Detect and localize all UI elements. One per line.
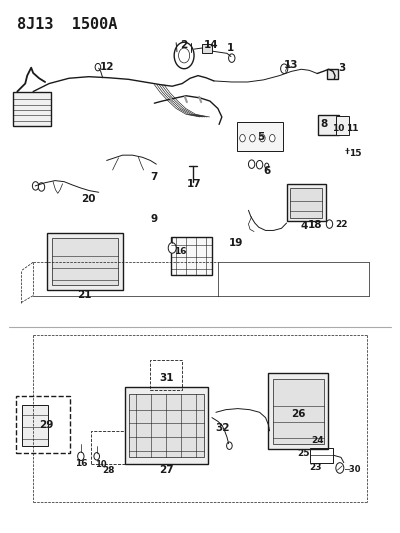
Bar: [290, 188, 322, 217]
Text: 27: 27: [159, 465, 174, 475]
Bar: [236, 122, 284, 151]
Text: 11: 11: [346, 124, 359, 133]
Text: 10: 10: [332, 124, 344, 133]
Circle shape: [270, 134, 275, 142]
Text: 22: 22: [335, 220, 348, 229]
Bar: [47, 233, 122, 290]
Text: 3: 3: [338, 63, 346, 73]
Circle shape: [78, 452, 84, 461]
Text: 2: 2: [180, 40, 187, 50]
Circle shape: [174, 42, 194, 69]
Text: 19: 19: [229, 238, 243, 248]
Circle shape: [336, 463, 344, 473]
Text: 21: 21: [78, 289, 92, 300]
Bar: [150, 360, 182, 390]
Bar: [336, 116, 349, 135]
Text: ─30: ─30: [344, 465, 360, 473]
Bar: [124, 387, 208, 464]
Text: 7: 7: [150, 172, 157, 182]
Bar: [129, 394, 204, 457]
Circle shape: [168, 243, 176, 253]
Text: 14: 14: [204, 40, 218, 50]
Bar: [318, 115, 339, 135]
Text: 26: 26: [291, 409, 306, 419]
Circle shape: [240, 134, 245, 142]
Text: 16: 16: [74, 459, 87, 469]
Circle shape: [94, 453, 100, 460]
Bar: [268, 373, 328, 449]
Bar: [172, 237, 212, 275]
Text: 18: 18: [308, 220, 322, 230]
Text: 8J13  1500A: 8J13 1500A: [17, 17, 118, 33]
Text: 17: 17: [187, 179, 201, 189]
Text: 25: 25: [297, 449, 310, 458]
Bar: [310, 448, 334, 463]
Text: 28: 28: [102, 466, 114, 474]
Circle shape: [32, 182, 39, 190]
Circle shape: [95, 63, 101, 71]
Bar: [13, 92, 51, 126]
Text: 32: 32: [216, 423, 230, 433]
Text: 31: 31: [159, 373, 174, 383]
Bar: [91, 431, 126, 464]
Circle shape: [229, 54, 235, 62]
Circle shape: [260, 134, 265, 142]
Text: 5: 5: [257, 132, 264, 142]
Bar: [273, 379, 324, 444]
Bar: [286, 184, 326, 221]
Text: 1: 1: [226, 43, 234, 53]
Circle shape: [326, 220, 333, 228]
Circle shape: [250, 134, 255, 142]
Text: 12: 12: [100, 62, 115, 72]
Text: 20: 20: [82, 193, 96, 204]
Text: 29: 29: [39, 419, 53, 430]
Circle shape: [38, 183, 45, 191]
Bar: [202, 44, 212, 53]
Bar: [52, 238, 118, 285]
Bar: [22, 406, 48, 446]
Text: 16: 16: [174, 247, 187, 256]
Bar: [327, 69, 338, 79]
Text: 8: 8: [320, 119, 328, 130]
Text: 23: 23: [310, 464, 322, 472]
Text: 4: 4: [300, 221, 308, 231]
Circle shape: [248, 160, 255, 168]
Text: 15: 15: [349, 149, 362, 158]
Text: 10: 10: [95, 461, 106, 469]
Text: 13: 13: [283, 60, 298, 70]
Bar: [16, 396, 70, 453]
Text: 6: 6: [263, 166, 270, 176]
Text: 24: 24: [311, 436, 324, 445]
Text: 9: 9: [151, 214, 158, 224]
Circle shape: [227, 442, 232, 449]
